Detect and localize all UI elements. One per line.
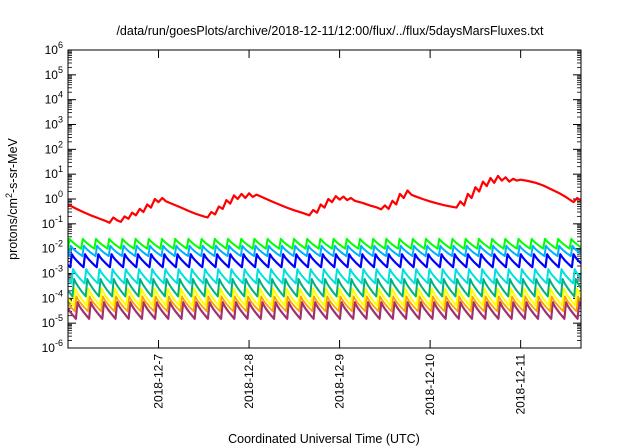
series-layer bbox=[68, 174, 581, 320]
series-line-1 bbox=[68, 237, 581, 250]
chart-title: /data/run/goesPlots/archive/2018-12-11/1… bbox=[116, 24, 544, 38]
y-tick-label: 103 bbox=[45, 115, 63, 132]
y-tick-label: 10-6 bbox=[42, 338, 63, 355]
series-line-8 bbox=[68, 301, 581, 320]
y-tick-label: 104 bbox=[45, 90, 63, 107]
y-axis-ticks: 10-6 10-5 10-4 10-3 10-2 10-1 100 101 102 103 104 1… bbox=[42, 40, 581, 355]
series-line-7 bbox=[68, 295, 581, 313]
x-tick-label: 2018-12-7 bbox=[152, 354, 166, 409]
x-axis-label: Coordinated Universal Time (UTC) bbox=[228, 432, 420, 446]
y-tick-label: 102 bbox=[45, 139, 63, 156]
series-line-6 bbox=[68, 287, 581, 307]
series-line-3 bbox=[68, 253, 581, 269]
y-tick-label: 10-3 bbox=[42, 264, 63, 281]
series-line-0 bbox=[68, 174, 581, 224]
series-line-4 bbox=[68, 268, 581, 285]
y-tick-label: 106 bbox=[45, 40, 63, 57]
plot-frame bbox=[67, 49, 582, 349]
x-tick-label: 2018-12-9 bbox=[333, 354, 347, 409]
y-tick-label: 101 bbox=[45, 164, 63, 181]
series-line-5 bbox=[68, 278, 581, 298]
x-tick-label: 2018-12-10 bbox=[423, 354, 437, 416]
y-tick-label: 10-1 bbox=[42, 214, 63, 231]
y-tick-label: 105 bbox=[45, 65, 63, 82]
y-tick-label: 10-5 bbox=[42, 313, 63, 330]
y-tick-label: 10-2 bbox=[42, 239, 63, 256]
y-tick-label: 100 bbox=[45, 189, 63, 206]
x-axis-ticks: 2018-12-7 2018-12-8 2018-12-9 2018-12-10 201… bbox=[152, 50, 528, 415]
y-axis-label: protons/cm2-s-sr-MeV bbox=[4, 137, 20, 259]
y-tick-label: 10-4 bbox=[42, 288, 63, 305]
x-tick-label: 2018-12-8 bbox=[242, 354, 256, 409]
series-line-2 bbox=[68, 244, 581, 258]
x-tick-label: 2018-12-11 bbox=[514, 354, 528, 415]
